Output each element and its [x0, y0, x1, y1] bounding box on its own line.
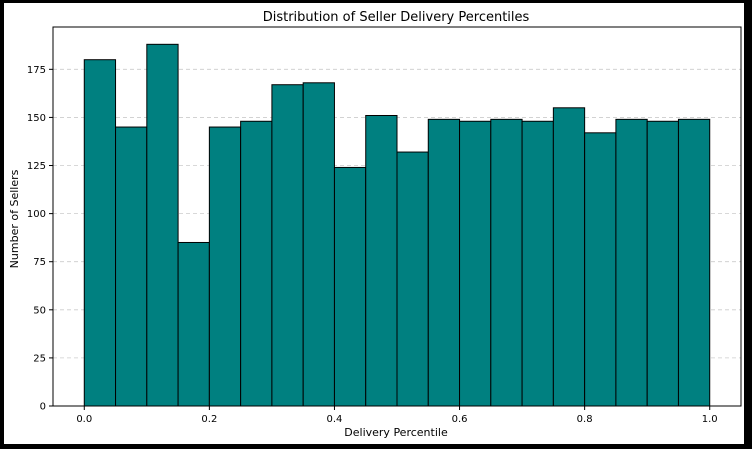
- chart-title: Distribution of Seller Delivery Percenti…: [263, 10, 530, 25]
- bar-13: [490, 118, 523, 407]
- bar-15: [552, 107, 586, 407]
- x-tick-label-4: 0.8: [577, 414, 593, 425]
- bar-14: [521, 120, 554, 407]
- y-tick-label-5: 125: [27, 161, 46, 172]
- bar-7: [302, 82, 335, 407]
- y-ticks: 0 25 50 75 100 125 150 175: [27, 65, 53, 413]
- bars: [83, 43, 711, 407]
- y-tick-label-1: 25: [33, 353, 46, 364]
- chart-frame: Distribution of Seller Delivery Percenti…: [4, 3, 744, 444]
- x-tick-label-3: 0.6: [452, 414, 468, 425]
- histogram-chart: Distribution of Seller Delivery Percenti…: [8, 10, 742, 439]
- x-tick-label-5: 1.0: [702, 414, 718, 425]
- bar-12: [459, 120, 492, 407]
- y-tick-label-3: 75: [33, 257, 46, 268]
- bar-8: [333, 166, 367, 407]
- y-axis-label: Number of Sellers: [8, 169, 21, 268]
- bar-5: [240, 120, 273, 407]
- bar-10: [396, 151, 429, 407]
- y-tick-label-6: 150: [27, 113, 46, 124]
- bar-9: [365, 114, 398, 407]
- y-tick-label-2: 50: [33, 305, 46, 316]
- bar-18: [646, 120, 679, 407]
- bar-17: [615, 118, 648, 407]
- bar-0: [83, 59, 117, 407]
- bar-11: [427, 118, 461, 407]
- x-tick-label-2: 0.4: [327, 414, 343, 425]
- bar-1: [115, 126, 148, 407]
- plot-border: [52, 26, 742, 407]
- bar-2: [146, 43, 179, 407]
- bar-3: [177, 241, 210, 407]
- bar-19: [677, 118, 711, 407]
- y-tick-label-0: 0: [40, 402, 46, 413]
- bar-6: [271, 84, 304, 407]
- bar-16: [584, 132, 617, 407]
- x-tick-label-0: 0.0: [76, 414, 92, 425]
- x-axis-label: Delivery Percentile: [344, 426, 448, 439]
- x-tick-label-1: 0.2: [201, 414, 217, 425]
- y-tick-label-7: 175: [27, 65, 46, 76]
- bar-4: [208, 126, 242, 407]
- x-ticks: 0.0 0.2 0.4 0.6 0.8 1.0: [76, 406, 718, 425]
- y-tick-label-4: 100: [27, 209, 46, 220]
